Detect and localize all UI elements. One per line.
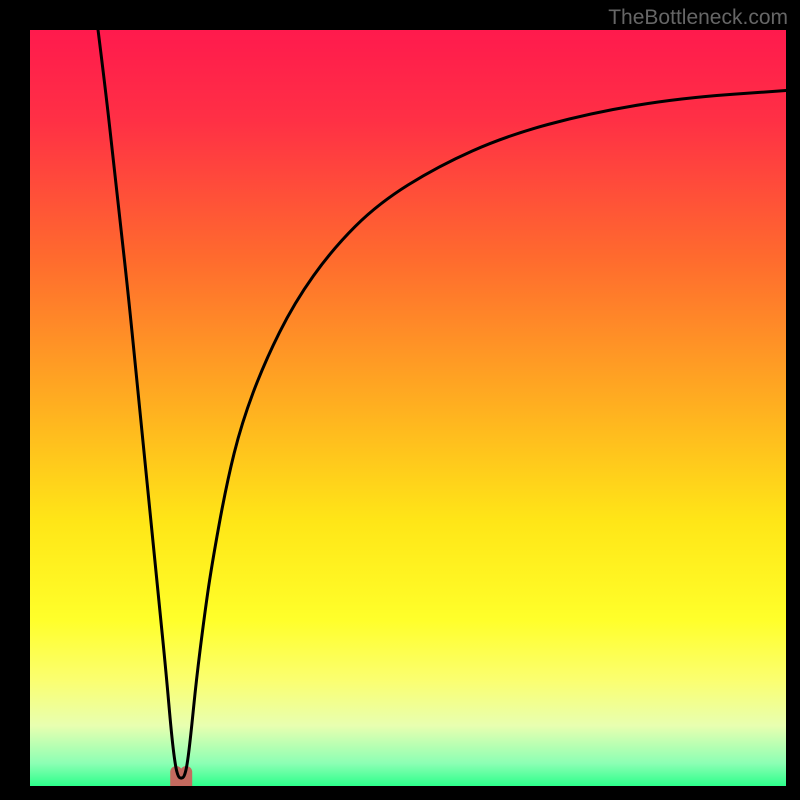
gradient-background bbox=[30, 30, 786, 786]
plot-svg bbox=[30, 30, 786, 786]
bottom-marker bbox=[170, 766, 192, 786]
plot-area bbox=[30, 30, 786, 786]
watermark-text: TheBottleneck.com bbox=[608, 6, 788, 30]
root-container: TheBottleneck.com bbox=[0, 0, 800, 800]
